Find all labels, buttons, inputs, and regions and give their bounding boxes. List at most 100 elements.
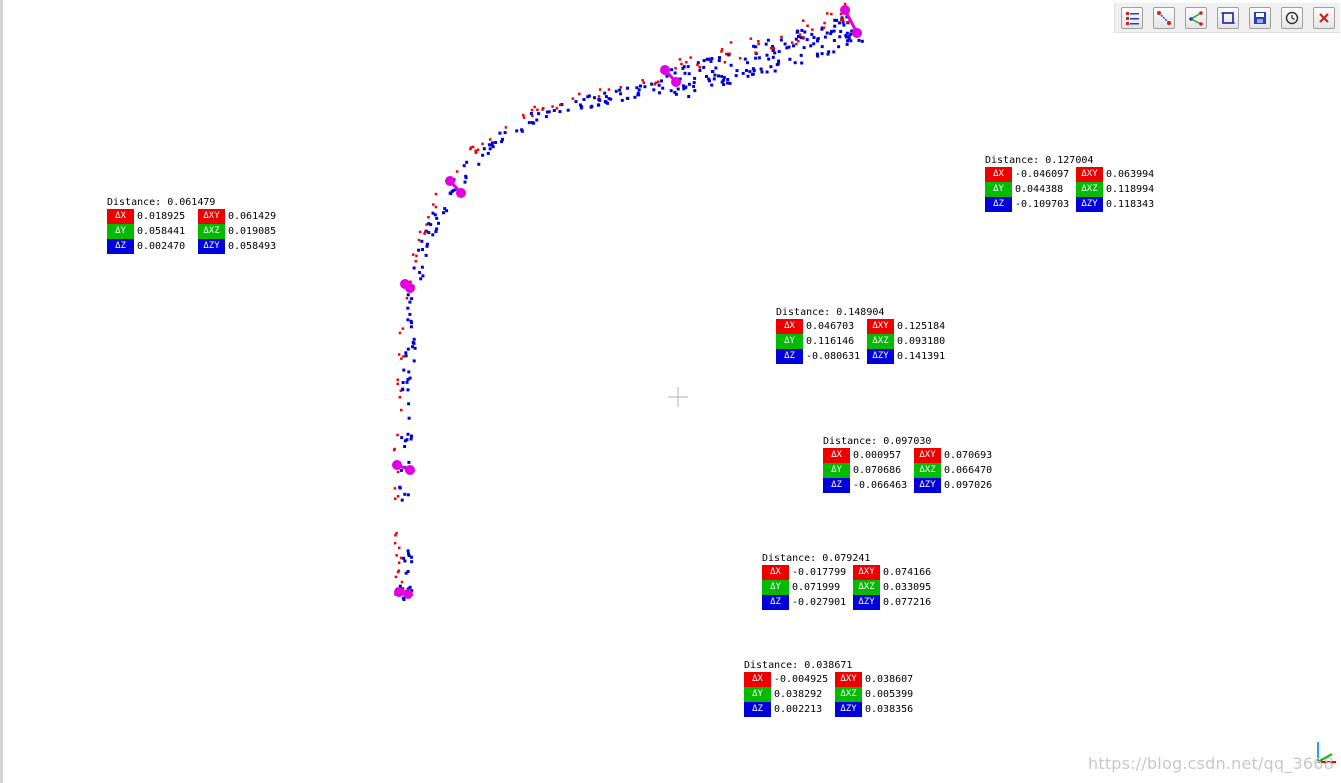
point-blue xyxy=(410,560,414,564)
point-blue xyxy=(399,468,403,472)
point-red xyxy=(522,116,526,119)
point-blue xyxy=(403,559,407,563)
measurement-panel-2: Distance: 0.127004 ΔX -0.046097 ΔXY 0.06399… xyxy=(985,153,1167,212)
point-red xyxy=(806,24,809,27)
point-blue xyxy=(658,91,661,95)
point-red xyxy=(757,42,760,46)
point-blue xyxy=(823,35,827,39)
point-blue xyxy=(494,141,498,144)
delta-xy-badge: ΔXY xyxy=(1076,167,1103,182)
point-red xyxy=(405,297,409,300)
point-blue xyxy=(721,79,725,82)
delta-x-value: -0.004925 xyxy=(774,674,829,685)
save-button[interactable] xyxy=(1249,6,1271,29)
point-blue xyxy=(839,30,843,33)
point-blue xyxy=(734,74,738,78)
point-blue xyxy=(582,98,586,101)
angle-measure-button[interactable] xyxy=(1185,6,1207,29)
delta-z-badge: ΔZ xyxy=(762,595,789,610)
delta-xy-value: 0.074166 xyxy=(883,567,932,578)
point-blue xyxy=(607,97,611,101)
point-blue xyxy=(635,86,639,90)
point-blue xyxy=(481,153,485,157)
layers-button[interactable] xyxy=(1121,6,1143,29)
reset-view-button[interactable] xyxy=(1281,6,1303,29)
point-red xyxy=(504,126,508,129)
delta-y-value: 0.070686 xyxy=(853,465,902,476)
point-red xyxy=(399,556,403,560)
point-red xyxy=(400,357,403,360)
point-blue xyxy=(833,18,837,22)
delta-y-badge: ΔY xyxy=(107,224,134,239)
point-blue xyxy=(718,56,721,60)
point-red xyxy=(409,280,412,283)
point-blue xyxy=(398,584,402,588)
point-red xyxy=(427,216,430,219)
point-blue xyxy=(409,325,413,329)
measurement-panel-5: Distance: 0.079241 ΔX -0.017799 ΔXY 0.07416… xyxy=(762,551,944,610)
point-blue xyxy=(845,42,849,46)
close-button[interactable] xyxy=(1313,6,1335,29)
point-red xyxy=(780,35,783,39)
point-red xyxy=(397,569,401,572)
frame-select-button[interactable] xyxy=(1217,6,1239,29)
point-red xyxy=(826,12,829,15)
point-blue xyxy=(408,312,412,316)
distance-readout: Distance: 0.148904 xyxy=(776,307,885,318)
point-red xyxy=(531,114,534,117)
delta-xy-badge: ΔXY xyxy=(835,672,862,687)
point-blue xyxy=(407,460,411,464)
point-blue xyxy=(832,50,836,54)
point-blue xyxy=(417,248,421,252)
point-blue xyxy=(406,570,410,573)
point-blue xyxy=(406,549,410,553)
point-blue xyxy=(787,45,791,49)
point-blue xyxy=(418,271,422,274)
delta-y-badge: ΔY xyxy=(762,580,789,595)
point-blue xyxy=(537,112,541,116)
point-red xyxy=(685,61,688,64)
point-red xyxy=(400,580,404,584)
point-blue xyxy=(777,50,781,54)
delta-zy-badge: ΔZY xyxy=(1076,197,1103,212)
point-red xyxy=(392,448,396,452)
point-blue xyxy=(425,244,429,248)
point-blue xyxy=(673,90,677,94)
point-blue xyxy=(407,416,411,420)
point-blue xyxy=(835,18,839,22)
point-blue xyxy=(788,57,792,61)
point-red xyxy=(598,88,602,91)
point-blue xyxy=(463,180,467,184)
delta-zy-value: 0.058493 xyxy=(228,241,277,252)
distance-readout: Distance: 0.038671 xyxy=(744,660,853,671)
point-blue xyxy=(406,432,410,436)
point-blue xyxy=(741,71,745,75)
picked-point xyxy=(394,587,404,597)
point-blue xyxy=(748,70,752,74)
point-blue xyxy=(759,67,763,71)
point-blue xyxy=(799,53,803,57)
delta-y-badge: ΔY xyxy=(776,334,803,349)
point-red xyxy=(811,28,814,31)
point-blue xyxy=(614,89,618,93)
delta-xy-value: 0.063994 xyxy=(1106,169,1155,180)
point-blue xyxy=(546,110,549,114)
save-icon xyxy=(1254,11,1266,24)
point-red xyxy=(772,46,775,50)
pick-points-button[interactable] xyxy=(1153,6,1175,29)
point-blue xyxy=(809,44,813,48)
point-blue xyxy=(403,445,407,448)
picked-point xyxy=(456,188,466,198)
point-blue xyxy=(586,95,590,99)
point-blue xyxy=(842,23,846,27)
delta-z-value: -0.066463 xyxy=(853,480,908,491)
point-red xyxy=(680,62,683,66)
point-blue xyxy=(579,103,582,107)
close-icon xyxy=(1319,12,1329,23)
distance-readout: Distance: 0.127004 xyxy=(985,155,1094,166)
point-red xyxy=(790,41,794,44)
point-blue xyxy=(683,86,687,90)
point-blue xyxy=(413,346,417,350)
